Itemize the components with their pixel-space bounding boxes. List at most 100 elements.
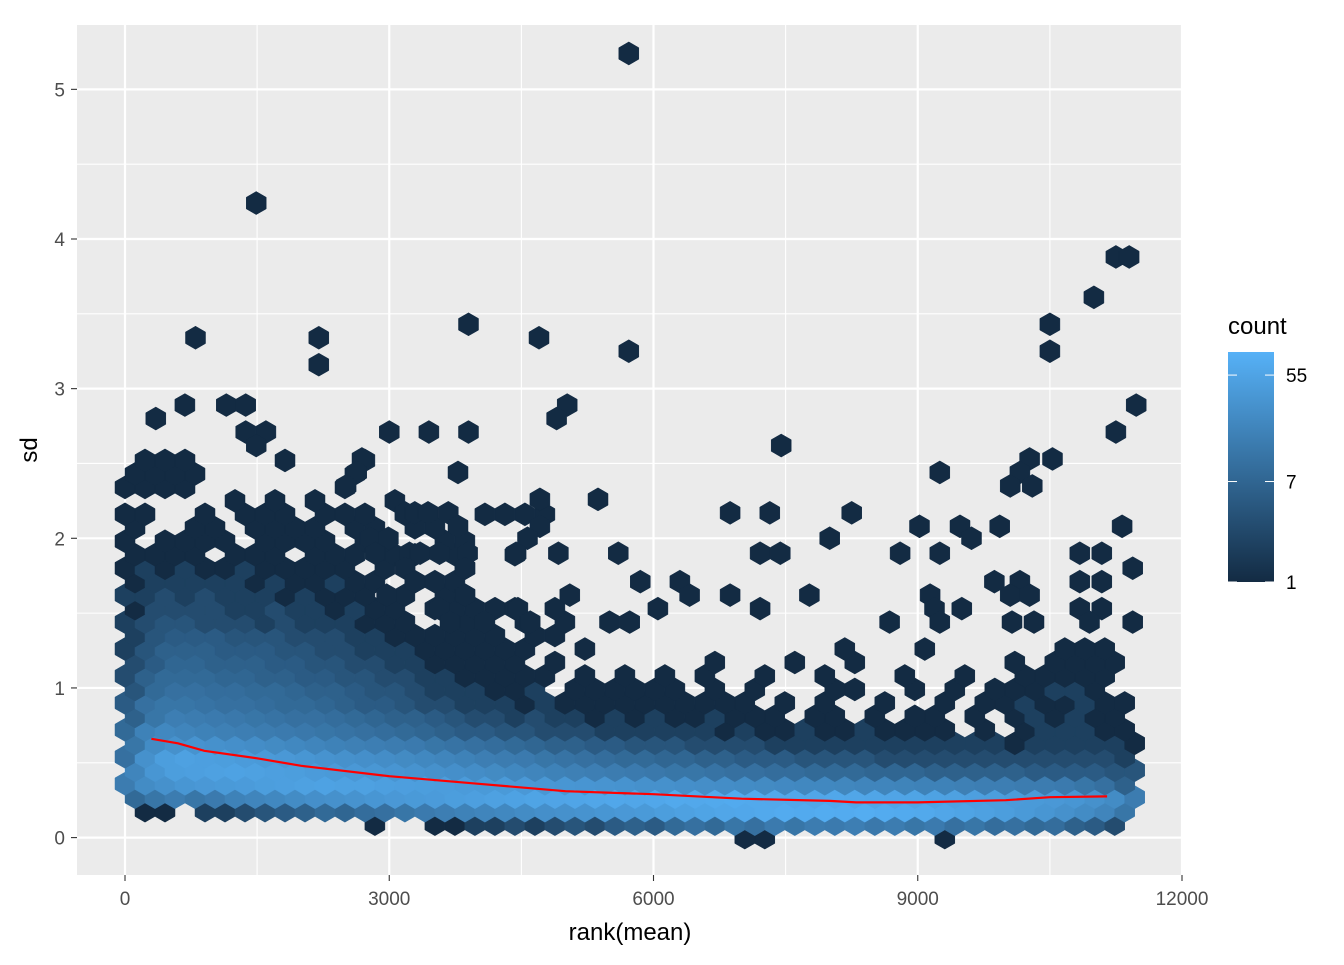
hex-bin xyxy=(429,541,450,566)
hex-bin xyxy=(874,691,896,715)
hex-bin xyxy=(274,448,296,473)
hex-bin xyxy=(774,691,796,715)
hex-bin xyxy=(364,541,386,566)
hex-bin xyxy=(961,526,982,551)
hex-bin xyxy=(404,569,426,594)
y-axis-title: sd xyxy=(16,437,43,462)
y-axis: 0 1 2 3 4 5 xyxy=(54,80,77,850)
hex-bin xyxy=(929,541,951,566)
hex-bin xyxy=(417,501,439,525)
hex-bin xyxy=(439,610,461,634)
x-tick-label: 9000 xyxy=(897,889,939,910)
hex-bin xyxy=(608,541,629,566)
legend-tick-label: 7 xyxy=(1286,473,1297,494)
smooth-line xyxy=(151,737,1108,804)
hex-bin xyxy=(1069,541,1091,566)
hex-bin xyxy=(507,596,529,621)
hex-bin xyxy=(1091,596,1113,621)
hex-bin xyxy=(1019,583,1040,607)
hex-bin xyxy=(719,501,741,525)
legend-title: count xyxy=(1228,313,1287,340)
x-axis-title: rank(mean) xyxy=(569,919,692,946)
hex-bin xyxy=(909,514,930,539)
hex-bin xyxy=(454,583,476,607)
hex-bin xyxy=(458,420,479,444)
hex-bin xyxy=(246,433,267,458)
y-tick-label: 0 xyxy=(54,829,65,850)
hex-bin xyxy=(719,583,741,607)
hex-bin xyxy=(1091,569,1113,594)
hex-bin xyxy=(458,312,479,337)
hex-bin xyxy=(618,41,640,66)
hex-bin xyxy=(654,664,676,688)
hex-bin xyxy=(559,583,581,607)
hex-bin xyxy=(134,502,156,527)
x-tick-label: 12000 xyxy=(1156,889,1209,910)
x-tick-label: 6000 xyxy=(632,889,674,910)
x-axis: 0 3000 6000 9000 12000 xyxy=(120,875,1209,910)
legend-tick-label: 1 xyxy=(1286,573,1297,594)
hex-bin xyxy=(454,556,476,581)
hex-bin xyxy=(841,501,862,525)
hex-bin xyxy=(929,610,951,634)
legend-colorbar xyxy=(1228,352,1274,582)
hex-bin xyxy=(145,406,167,431)
hex-bin xyxy=(844,677,866,702)
hex-bin xyxy=(519,610,541,634)
hex-bin xyxy=(1091,541,1113,566)
x-tick-label: 0 xyxy=(120,889,131,910)
hex-bin xyxy=(1039,312,1061,337)
hex-bin xyxy=(1022,474,1043,498)
hex-bin xyxy=(1039,339,1061,364)
hex-bin xyxy=(630,569,651,594)
hex-bin xyxy=(528,325,550,350)
hex-bin xyxy=(574,637,596,661)
hex-bin xyxy=(1023,610,1045,634)
hex-bin xyxy=(474,610,495,634)
hex-bin xyxy=(1042,447,1063,471)
hex-bin xyxy=(376,583,397,607)
hex-bin xyxy=(246,191,267,215)
hex-bin xyxy=(770,433,792,458)
hex-bin xyxy=(799,583,820,607)
hex-bin xyxy=(749,596,771,621)
hex-bin xyxy=(354,502,376,527)
hex-bin xyxy=(1079,610,1100,634)
hex-bin xyxy=(1122,556,1143,581)
hex-bin xyxy=(378,526,399,551)
hex-bin xyxy=(647,596,669,621)
hex-bin xyxy=(379,420,400,444)
hex-bin xyxy=(174,393,196,417)
y-tick-label: 4 xyxy=(54,230,65,251)
legend-tick-label: 55 xyxy=(1286,366,1307,387)
hex-bin xyxy=(174,448,196,473)
hex-bin xyxy=(1004,650,1026,675)
hex-bin xyxy=(784,650,806,675)
hex-bin xyxy=(834,637,856,661)
y-tick-label: 1 xyxy=(54,679,65,700)
legend: count 1 7 55 xyxy=(1228,313,1307,594)
hex-bin xyxy=(1083,285,1105,310)
hex-bin xyxy=(989,514,1010,539)
hex-bin xyxy=(704,650,726,675)
y-tick-label: 5 xyxy=(54,80,65,101)
hex-bin xyxy=(185,325,206,350)
hex-bin xyxy=(770,541,791,566)
hex-bin xyxy=(264,489,286,513)
hex-bin xyxy=(984,569,1005,594)
hex-bin xyxy=(546,406,567,431)
hex-bin xyxy=(224,489,246,513)
hex-bin xyxy=(819,526,840,551)
hex-bin xyxy=(814,664,836,688)
hex-bin xyxy=(1125,393,1147,417)
hex-bin xyxy=(517,526,538,551)
hex-bin xyxy=(929,460,951,485)
hex-bins xyxy=(114,41,1147,850)
hex-bin xyxy=(1069,569,1091,594)
hex-bin xyxy=(894,664,916,688)
hex-bin xyxy=(194,502,216,527)
hex-bin xyxy=(614,664,636,688)
hex-bin xyxy=(447,514,469,539)
hex-bin xyxy=(999,474,1021,498)
